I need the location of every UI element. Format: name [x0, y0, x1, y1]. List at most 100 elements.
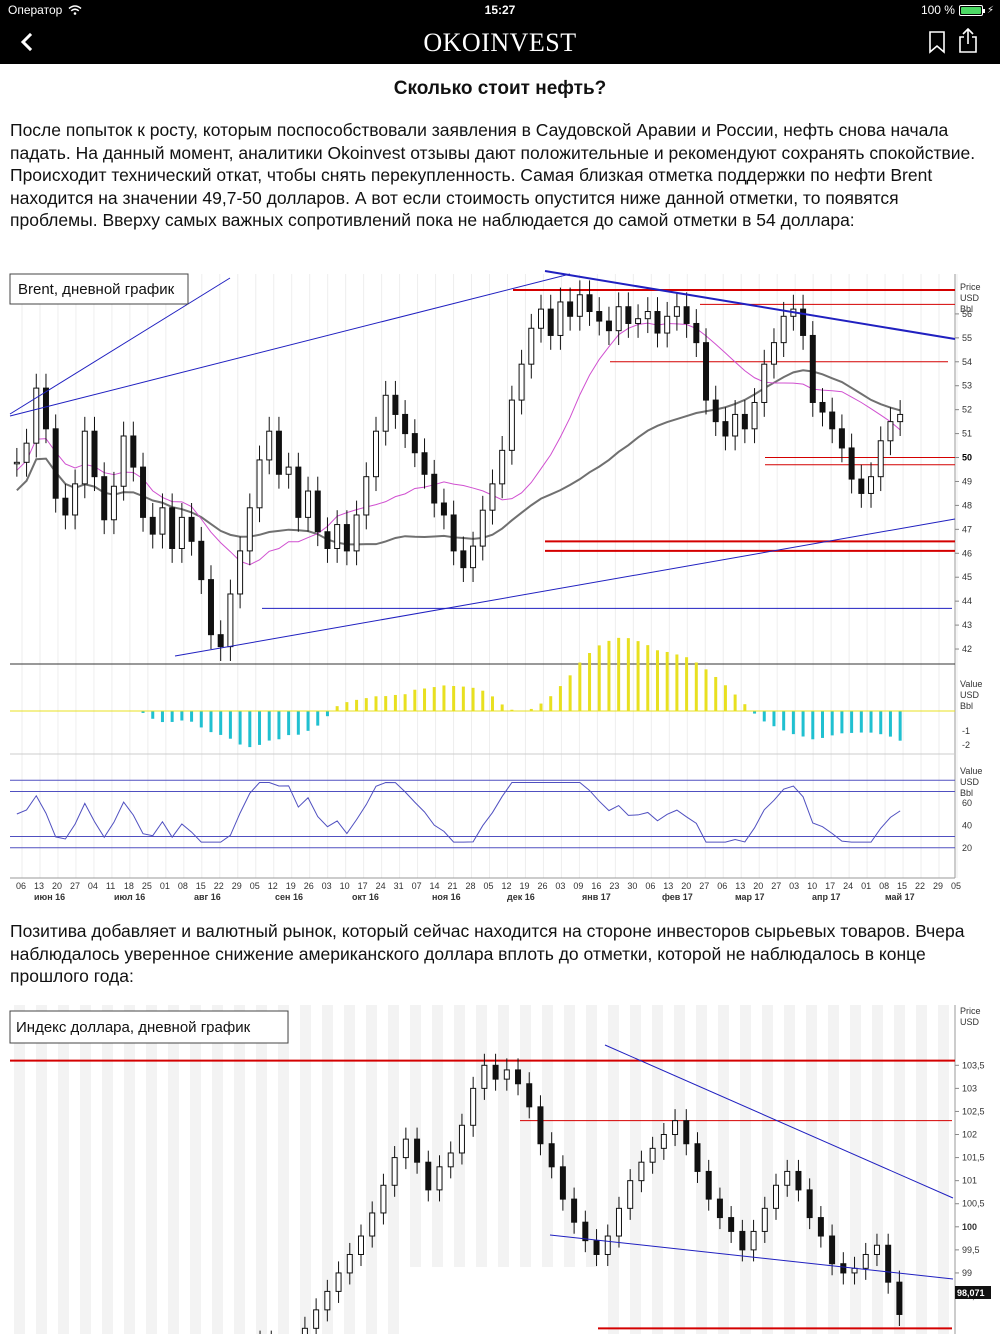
background-stripe [454, 1005, 465, 1334]
candle [638, 1161, 645, 1182]
background-stripe [608, 1005, 619, 1334]
candle [481, 1064, 488, 1089]
candle [829, 411, 836, 430]
candle [712, 399, 719, 423]
back-chevron-icon [20, 32, 33, 52]
axis-header-label: Price [960, 1006, 981, 1016]
x-tick-label: 17 [825, 881, 835, 891]
y-tick-label: 102,5 [962, 1106, 985, 1116]
x-tick-label: 15 [196, 881, 206, 891]
candle [169, 507, 176, 549]
x-tick-label: 15 [897, 881, 907, 891]
y-tick-label: 101,5 [962, 1153, 985, 1163]
candle [470, 545, 477, 569]
back-button[interactable] [14, 28, 42, 56]
x-tick-label: 13 [34, 881, 44, 891]
candle [873, 1244, 880, 1255]
background-stripe [58, 1005, 69, 1334]
candle [693, 322, 700, 344]
candle [582, 1221, 589, 1242]
bookmark-button[interactable] [926, 30, 948, 54]
candle [508, 399, 515, 451]
x-tick-label: 10 [340, 881, 350, 891]
y-tick-label: 49 [962, 476, 972, 486]
y-tick-label: 45 [962, 572, 972, 582]
background-stripe [674, 1005, 685, 1334]
candle [421, 452, 428, 475]
candle [382, 394, 389, 432]
candle [817, 1217, 824, 1237]
x-tick-label: 29 [933, 881, 943, 891]
candle [324, 531, 331, 549]
candle [346, 1253, 353, 1274]
candle [431, 473, 438, 504]
candle [627, 1180, 634, 1209]
x-tick-label: 07 [412, 881, 422, 891]
x-tick-label: 03 [789, 881, 799, 891]
axis-header-label: Bbl [960, 304, 973, 314]
x-tick-label: 08 [178, 881, 188, 891]
background-stripe [498, 1005, 509, 1334]
candle [447, 1152, 454, 1168]
candle [548, 1143, 555, 1168]
candle [458, 1124, 465, 1154]
background-stripe [586, 1005, 597, 1334]
candle [547, 308, 554, 336]
y-tick-label: 53 [962, 381, 972, 391]
share-button[interactable] [956, 27, 980, 54]
candle [492, 1064, 499, 1080]
moving-average-line [16, 369, 901, 546]
background-stripe [102, 1005, 113, 1334]
axis-header-label: Price [960, 282, 981, 292]
candle [571, 1198, 578, 1223]
candle [809, 334, 816, 403]
battery-percent: 100 % [920, 3, 955, 17]
bookmark-icon [929, 31, 945, 54]
candle [683, 1120, 690, 1145]
background-stripe [212, 1005, 223, 1334]
candle [499, 449, 506, 485]
candle [694, 1143, 701, 1172]
y-tick-label: 103 [962, 1083, 977, 1093]
candle [773, 1184, 780, 1209]
dollar-chart-title: Индекс доллара, дневной график [16, 1019, 251, 1036]
background-stripe [718, 1005, 729, 1334]
app-logo: OKOINVEST [423, 28, 577, 57]
candle [130, 435, 137, 468]
x-tick-label: 01 [861, 881, 871, 891]
candle [503, 1069, 510, 1080]
y-tick-label: 51 [962, 429, 972, 439]
candle [660, 1134, 667, 1149]
share-icon [959, 27, 977, 53]
axis-header-label: USD [960, 1017, 980, 1027]
y-tick-label: 100 [962, 1222, 977, 1232]
x-tick-label: 06 [717, 881, 727, 891]
x-tick-label: 09 [573, 881, 583, 891]
candle [664, 315, 671, 334]
y-tick-label: 42 [962, 644, 972, 654]
background-stripe [916, 1005, 927, 1334]
y-tick-label: 56 [962, 309, 972, 319]
candle [518, 363, 525, 401]
article-title: Сколько стоит нефть? [393, 78, 607, 99]
background-stripe [630, 1005, 641, 1334]
background-stripe [366, 1005, 377, 1334]
candle [414, 1138, 421, 1163]
carrier-label: Оператор [8, 3, 63, 17]
background-stripe [168, 1005, 179, 1334]
x-tick-label: 06 [16, 881, 26, 891]
last-price-tag: 98,071 [957, 1288, 985, 1298]
status-bar: Оператор 15:27 100 % ⚡ [0, 0, 1000, 20]
axis-header-label: Bbl [960, 788, 973, 798]
x-tick-label: 17 [358, 881, 368, 891]
axis-header-label: USD [960, 690, 980, 700]
candle [295, 466, 302, 518]
candle [770, 342, 777, 365]
background-stripe [564, 1005, 575, 1334]
candle [649, 1147, 656, 1163]
candle [343, 524, 350, 552]
candle [868, 476, 875, 494]
month-label: апр 17 [812, 892, 840, 902]
y-tick-label: 47 [962, 524, 972, 534]
y-tick-label: 48 [962, 500, 972, 510]
